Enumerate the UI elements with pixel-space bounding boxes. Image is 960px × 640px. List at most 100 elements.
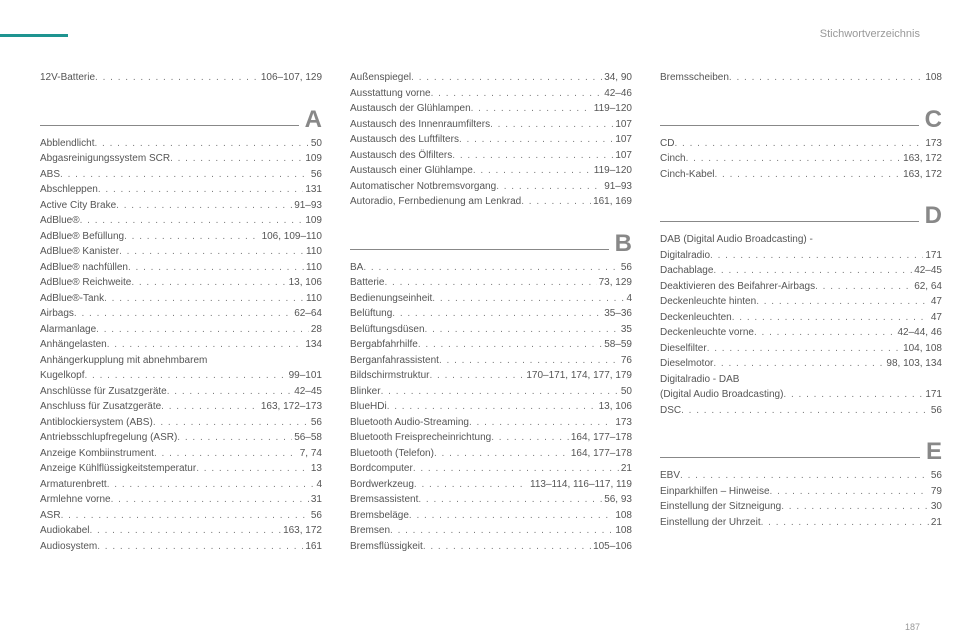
index-entry: BA . . . . . . . . . . . . . . . . . . .… (350, 260, 632, 276)
leader-dots: . . . . . . . . . . . . . . . . . . . . … (473, 163, 592, 179)
leader-dots: . . . . . . . . . . . . . . . . . . . . … (491, 430, 569, 446)
entry-pages: 131 (303, 182, 322, 198)
leader-dots: . . . . . . . . . . . . . . . . . . . . … (429, 368, 524, 384)
section-letter: D (925, 204, 942, 228)
entry-pages: 113–114, 116–117, 119 (528, 477, 632, 493)
entry-pages: 35–36 (602, 306, 632, 322)
entry-pages: 21 (929, 515, 942, 531)
entry-pages: 58–59 (602, 337, 632, 353)
index-entry: Deckenleuchte hinten . . . . . . . . . .… (660, 294, 942, 310)
accent-bar (0, 34, 68, 37)
section-divider: D (660, 204, 942, 228)
entry-term: Abschleppen (40, 182, 98, 198)
index-entry: AdBlue® nachfüllen . . . . . . . . . . .… (40, 260, 322, 276)
leader-dots: . . . . . . . . . . . . . . . . . . . . … (423, 539, 591, 555)
divider-line (40, 125, 299, 126)
leader-dots: . . . . . . . . . . . . . . . . . . . . … (128, 260, 304, 276)
entry-term: Deaktivieren des Beifahrer-Airbags (660, 279, 815, 295)
leader-dots: . . . . . . . . . . . . . . . . . . . . … (89, 523, 281, 539)
entry-term: Bremsflüssigkeit (350, 539, 423, 555)
entry-pages: 164, 177–178 (569, 430, 632, 446)
index-entry: ABS . . . . . . . . . . . . . . . . . . … (40, 167, 322, 183)
entry-pages: 119–120 (592, 101, 632, 117)
leader-dots: . . . . . . . . . . . . . . . . . . . . … (413, 461, 619, 477)
entry-term: Anschlüsse für Zusatzgeräte (40, 384, 167, 400)
columns-container: 12V-Batterie . . . . . . . . . . . . . .… (40, 70, 920, 554)
entry-pages: 56–58 (292, 430, 322, 446)
leader-dots: . . . . . . . . . . . . . . . . . . . . … (732, 310, 929, 326)
leader-dots: . . . . . . . . . . . . . . . . . . . . … (496, 179, 602, 195)
leader-dots: . . . . . . . . . . . . . . . . . . . . … (116, 198, 292, 214)
index-entry: Bremsflüssigkeit . . . . . . . . . . . .… (350, 539, 632, 555)
entry-term: ABS (40, 167, 60, 183)
entry-term: Dieselfilter (660, 341, 707, 357)
leader-dots: . . . . . . . . . . . . . . . . . . . . … (107, 337, 304, 353)
entry-term: ASR (40, 508, 61, 524)
leader-dots: . . . . . . . . . . . . . . . . . . . . … (97, 539, 303, 555)
entry-pages: 173 (923, 136, 942, 152)
entry-term: AdBlue® Kanister (40, 244, 119, 260)
index-entry: AdBlue®-Tank . . . . . . . . . . . . . .… (40, 291, 322, 307)
leader-dots: . . . . . . . . . . . . . . . . . . . . … (761, 515, 929, 531)
entry-term: Belüftungsdüsen (350, 322, 425, 338)
entry-pages: 42–45 (292, 384, 322, 400)
entry-pages: 108 (613, 508, 632, 524)
index-entry: Bremsscheiben . . . . . . . . . . . . . … (660, 70, 942, 86)
index-entry: Anschlüsse für Zusatzgeräte . . . . . . … (40, 384, 322, 400)
entry-pages: 47 (929, 294, 942, 310)
leader-dots: . . . . . . . . . . . . . . . . . . . . … (781, 499, 929, 515)
leader-dots: . . . . . . . . . . . . . . . . . . . . … (783, 387, 923, 403)
entry-pages: 161, 169 (591, 194, 632, 210)
entry-pages: 108 (923, 70, 942, 86)
leader-dots: . . . . . . . . . . . . . . . . . . . . … (521, 194, 591, 210)
entry-pages: 28 (309, 322, 322, 338)
entry-term: Deckenleuchten (660, 310, 732, 326)
divider-line (660, 221, 919, 222)
index-entry: Audiokabel . . . . . . . . . . . . . . .… (40, 523, 322, 539)
section-divider: A (40, 108, 322, 132)
entry-term: Dieselmotor (660, 356, 713, 372)
leader-dots: . . . . . . . . . . . . . . . . . . . . … (153, 415, 309, 431)
leader-dots: . . . . . . . . . . . . . . . . . . . . … (713, 263, 912, 279)
entry-term: Bremsen (350, 523, 390, 539)
entry-pages: 163, 172 (901, 151, 942, 167)
leader-dots: . . . . . . . . . . . . . . . . . . . . … (439, 353, 619, 369)
entry-term: Armaturenbrett (40, 477, 107, 493)
leader-dots: . . . . . . . . . . . . . . . . . . . . … (107, 477, 315, 493)
index-entry: Anzeige Kühlflüssigkeitstemperatur . . .… (40, 461, 322, 477)
entry-pages: 21 (619, 461, 632, 477)
entry-term: Berganfahrassistent (350, 353, 439, 369)
entry-pages: 31 (309, 492, 322, 508)
leader-dots: . . . . . . . . . . . . . . . . . . . . … (60, 167, 309, 183)
index-entry: Anhängerkupplung mit abnehmbarem (40, 353, 322, 369)
entry-pages: 56, 93 (602, 492, 632, 508)
index-entry: Einstellung der Sitzneigung . . . . . . … (660, 499, 942, 515)
entry-term: BA (350, 260, 363, 276)
index-entry: Berganfahrassistent . . . . . . . . . . … (350, 353, 632, 369)
entry-term: (Digital Audio Broadcasting) (660, 387, 783, 403)
section-divider: B (350, 232, 632, 256)
index-entry: Austausch der Glühlampen . . . . . . . .… (350, 101, 632, 117)
leader-dots: . . . . . . . . . . . . . . . . . . . . … (111, 492, 309, 508)
index-entry: Active City Brake . . . . . . . . . . . … (40, 198, 322, 214)
entry-term: Active City Brake (40, 198, 116, 214)
leader-dots: . . . . . . . . . . . . . . . . . . . . … (414, 477, 528, 493)
entry-pages: 34, 90 (602, 70, 632, 86)
index-entry: Deckenleuchten . . . . . . . . . . . . .… (660, 310, 942, 326)
entry-pages: 108 (613, 523, 632, 539)
leader-dots: . . . . . . . . . . . . . . . . . . . . … (459, 132, 613, 148)
leader-dots: . . . . . . . . . . . . . . . . . . . . … (770, 484, 929, 500)
leader-dots: . . . . . . . . . . . . . . . . . . . . … (680, 468, 929, 484)
index-entry: ASR . . . . . . . . . . . . . . . . . . … (40, 508, 322, 524)
leader-dots: . . . . . . . . . . . . . . . . . . . . … (815, 279, 912, 295)
entry-pages: 42–46 (602, 86, 632, 102)
entry-pages: 62–64 (292, 306, 322, 322)
index-entry: Digitalradio - DAB (660, 372, 942, 388)
leader-dots: . . . . . . . . . . . . . . . . . . . . … (469, 415, 613, 431)
entry-term: Bordwerkzeug (350, 477, 414, 493)
entry-term: Bergabfahrhilfe (350, 337, 418, 353)
entry-term: Bremsbeläge (350, 508, 409, 524)
leader-dots: . . . . . . . . . . . . . . . . . . . . … (84, 368, 286, 384)
index-entry: Bergabfahrhilfe . . . . . . . . . . . . … (350, 337, 632, 353)
entry-term: Anzeige Kühlflüssigkeitstemperatur (40, 461, 196, 477)
